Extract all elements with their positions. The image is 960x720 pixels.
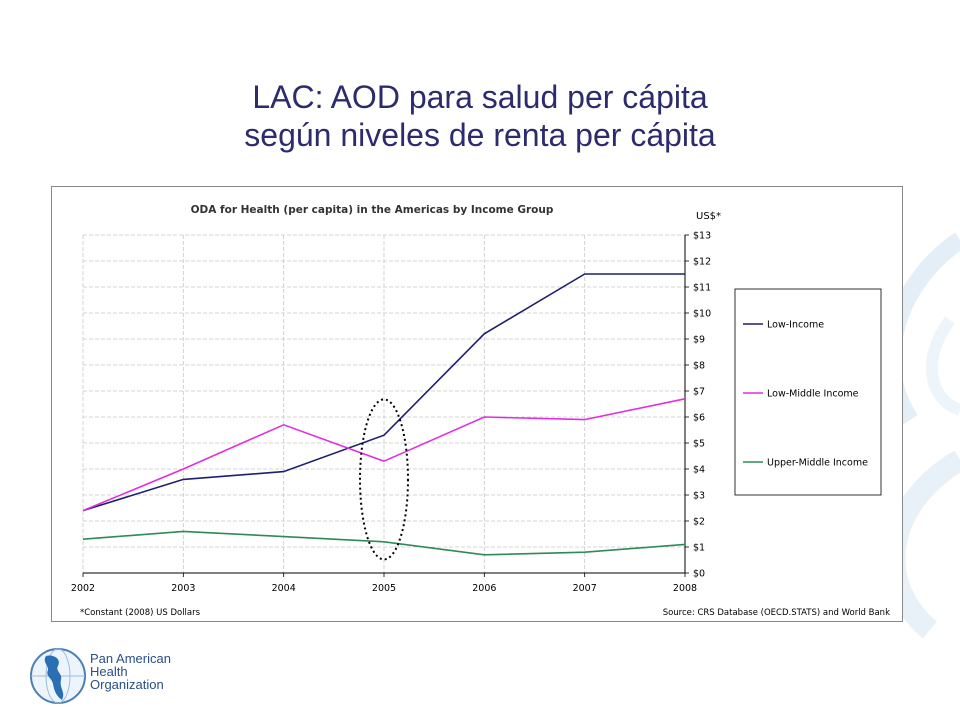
legend-label-low-middle-income: Low-Middle Income (767, 389, 859, 400)
highlight-ellipse-2005 (359, 398, 409, 561)
chart-title: ODA for Health (per capita) in the Ameri… (191, 204, 554, 216)
legend-label-upper-middle-income: Upper-Middle Income (767, 458, 868, 469)
y-axis-unit-label: US$* (696, 211, 721, 222)
organization-name-line-1: Pan American (90, 651, 171, 666)
x-tick-label: 2002 (71, 583, 95, 594)
legend-label-low-income: Low-Income (767, 320, 824, 331)
y-tick-label: $7 (693, 387, 705, 398)
x-tick-label: 2007 (573, 583, 597, 594)
source-note: Source: CRS Database (OECD.STATS) and Wo… (663, 608, 890, 618)
paho-globe-logo (30, 648, 86, 704)
y-tick-label: $1 (693, 543, 705, 554)
organization-name-line-3: Organization (90, 677, 164, 692)
y-tick-label: $11 (693, 283, 711, 294)
series-line-low-middle-income (82, 398, 686, 512)
line-chart: ODA for Health (per capita) in the Ameri… (71, 204, 890, 618)
x-tick-label: 2006 (472, 583, 496, 594)
slide-title-line-2: según niveles de renta per cápita (244, 117, 716, 153)
y-tick-label: $5 (693, 439, 705, 450)
y-tick-label: $4 (693, 465, 705, 476)
y-tick-label: $10 (693, 309, 711, 320)
y-tick-label: $9 (693, 335, 705, 346)
y-tick-label: $2 (693, 517, 705, 528)
y-tick-label: $12 (693, 257, 711, 268)
slide-title-line-1: LAC: AOD para salud per cápita (252, 79, 708, 115)
y-tick-label: $6 (693, 413, 705, 424)
slide-title: LAC: AOD para salud per cápita según niv… (0, 78, 960, 154)
organization-name: Pan American Health Organization (90, 652, 171, 691)
x-tick-label: 2003 (171, 583, 195, 594)
chart-legend: Low-Income Low-Middle Income Upper-Middle … (734, 288, 882, 496)
series-line-upper-middle-income (82, 530, 686, 556)
chart-frame: ODA for Health (per capita) in the Ameri… (51, 186, 903, 622)
x-tick-label: 2004 (272, 583, 296, 594)
y-tick-label: $13 (693, 231, 711, 242)
footnote: *Constant (2008) US Dollars (80, 608, 201, 618)
organization-name-line-2: Health (90, 664, 128, 679)
y-tick-label: $3 (693, 491, 705, 502)
x-tick-label: 2008 (673, 583, 697, 594)
y-tick-label: $8 (693, 361, 705, 372)
series-line-low-income (82, 273, 685, 512)
x-tick-label: 2005 (372, 583, 396, 594)
y-tick-label: $0 (693, 569, 705, 580)
